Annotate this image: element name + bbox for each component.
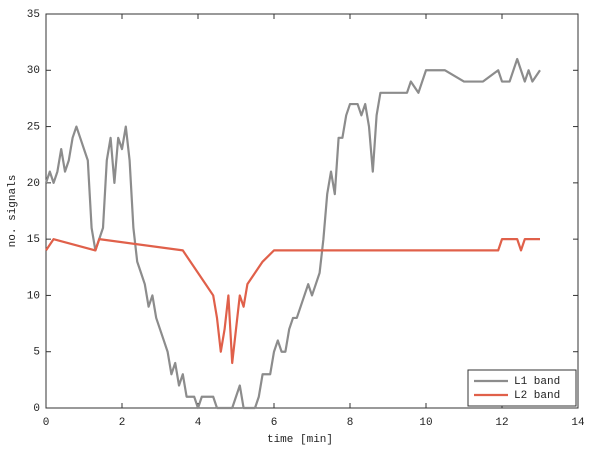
legend-box xyxy=(467,369,577,407)
y-tick-label: 30 xyxy=(27,65,40,77)
y-tick-label: 0 xyxy=(33,403,40,415)
y-tick-label: 15 xyxy=(27,234,40,246)
x-tick-label: 14 xyxy=(571,417,585,429)
y-tick-label: 20 xyxy=(27,178,40,190)
plot-frame xyxy=(45,13,579,409)
series-line xyxy=(45,238,540,365)
y-axis-label: no. signals xyxy=(7,175,19,248)
x-tick-label: 0 xyxy=(43,417,50,429)
x-tick-label: 12 xyxy=(495,417,508,429)
x-tick-label: 10 xyxy=(419,417,432,429)
legend-label: L1 band xyxy=(514,376,560,388)
x-tick-label: 8 xyxy=(347,417,354,429)
y-tick-label: 10 xyxy=(27,290,40,302)
x-tick-label: 4 xyxy=(195,417,202,429)
y-tick-label: 25 xyxy=(27,121,40,133)
series-line xyxy=(44,57,541,410)
x-tick-label: 6 xyxy=(271,417,278,429)
y-tick-label: 35 xyxy=(27,9,40,21)
legend-label: L2 band xyxy=(514,390,560,402)
x-axis-label: time [min] xyxy=(267,434,333,446)
y-tick-label: 5 xyxy=(33,347,40,359)
x-tick-label: 2 xyxy=(119,417,126,429)
